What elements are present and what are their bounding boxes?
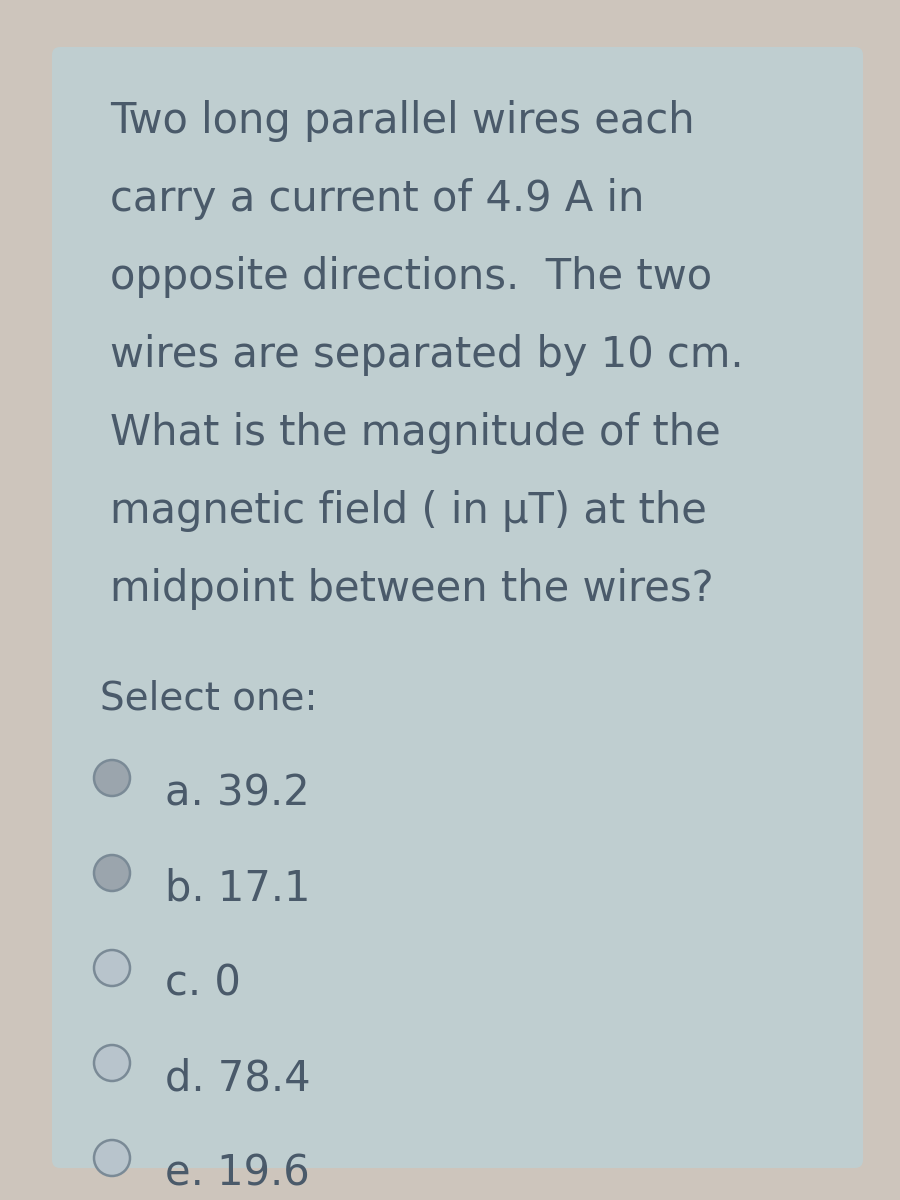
Circle shape: [94, 760, 130, 796]
Text: Select one:: Select one:: [100, 680, 318, 718]
Text: magnetic field ( in μT) at the: magnetic field ( in μT) at the: [110, 490, 706, 532]
Circle shape: [94, 950, 130, 986]
Text: b. 17.1: b. 17.1: [165, 868, 310, 910]
Text: d. 78.4: d. 78.4: [165, 1057, 310, 1099]
Circle shape: [94, 1045, 130, 1081]
Circle shape: [94, 1140, 130, 1176]
Circle shape: [94, 854, 130, 890]
Text: midpoint between the wires?: midpoint between the wires?: [110, 568, 714, 610]
Text: wires are separated by 10 cm.: wires are separated by 10 cm.: [110, 334, 743, 376]
Text: e. 19.6: e. 19.6: [165, 1152, 310, 1194]
Text: Two long parallel wires each: Two long parallel wires each: [110, 100, 695, 142]
Text: What is the magnitude of the: What is the magnitude of the: [110, 412, 721, 454]
FancyBboxPatch shape: [52, 47, 863, 1168]
Text: carry a current of 4.9 A in: carry a current of 4.9 A in: [110, 178, 644, 220]
Text: c. 0: c. 0: [165, 962, 241, 1004]
Text: opposite directions.  The two: opposite directions. The two: [110, 256, 712, 298]
Text: a. 39.2: a. 39.2: [165, 773, 310, 815]
